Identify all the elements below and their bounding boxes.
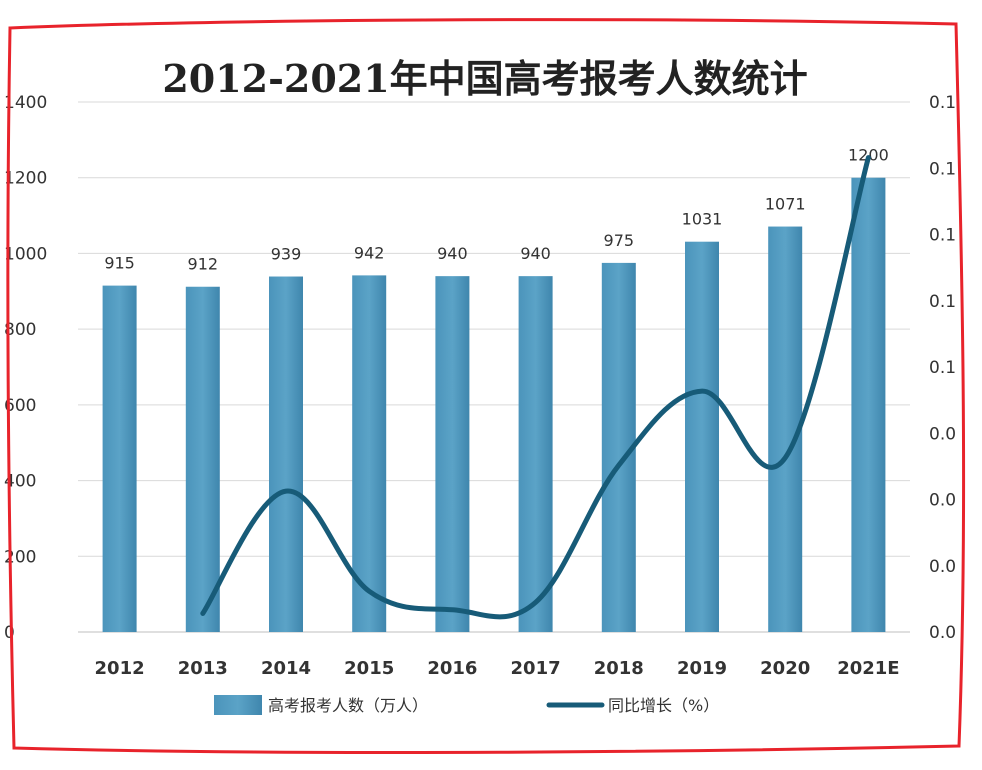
y-tick-label: 1400 xyxy=(4,93,47,113)
y-tick-label: 200 xyxy=(4,547,36,567)
line-series xyxy=(200,155,871,620)
bar-series xyxy=(102,177,886,633)
x-axis: 2012 2013 2014 2015 2016 2017 2018 2019 2020 2021… xyxy=(95,658,900,679)
y2-tick-label: 0.1 xyxy=(929,226,956,246)
y-tick-label: 800 xyxy=(4,320,36,340)
y2-tick-label: 0.0 xyxy=(929,623,956,643)
y2-tick-label: 0.1 xyxy=(929,93,956,113)
bar xyxy=(352,275,387,632)
y-tick-label: 600 xyxy=(4,396,36,416)
bar-data-label: 940 xyxy=(520,244,551,263)
y-tick-label: 1000 xyxy=(4,244,47,264)
y-tick-label: 400 xyxy=(4,472,36,492)
growth-line xyxy=(200,155,871,620)
bar xyxy=(851,177,886,632)
y2-tick-label: 0.0 xyxy=(929,491,956,511)
bar-data-label: 1071 xyxy=(765,195,806,214)
bar xyxy=(185,286,220,632)
chart-frame: 2012-2021年中国高考报考人数统计 915 912 939 942 940 940 9… xyxy=(4,8,966,758)
x-tick-label: 2018 xyxy=(594,658,644,679)
x-tick-label: 2020 xyxy=(760,658,810,679)
highlight-border xyxy=(6,18,966,754)
legend-swatch-bar xyxy=(214,695,262,715)
bar xyxy=(102,285,137,632)
x-tick-label: 2015 xyxy=(344,658,394,679)
chart-title: 2012-2021年中国高考报考人数统计 xyxy=(162,56,808,101)
bar xyxy=(685,241,719,632)
y2-tick-label: 0.0 xyxy=(929,557,956,577)
y-axis-left: 0 200 400 600 800 1000 1200 1400 xyxy=(4,93,47,643)
y-tick-label: 1200 xyxy=(4,169,47,189)
bar-data-label: 975 xyxy=(604,231,635,250)
bar-data-label: 939 xyxy=(271,245,302,264)
x-tick-label: 2016 xyxy=(427,658,477,679)
x-tick-label: 2019 xyxy=(677,658,727,679)
x-tick-label: 2012 xyxy=(95,658,145,679)
y-axis-right: 0.0 0.0 0.0 0.0 0.1 0.1 0.1 0.1 0.1 xyxy=(929,93,956,643)
y2-tick-label: 0.0 xyxy=(929,424,956,444)
legend: 高考报考人数（万人） 同比增长（%） xyxy=(214,695,719,715)
y2-tick-label: 0.1 xyxy=(929,159,956,179)
bar xyxy=(518,276,553,632)
x-tick-label: 2021E xyxy=(837,658,899,679)
bar-data-label: 912 xyxy=(188,255,219,274)
x-tick-label: 2014 xyxy=(261,658,311,679)
chart-canvas: 915 912 939 942 940 940 975 1031 1071 1200 0 200 40… xyxy=(4,18,966,754)
bar xyxy=(435,276,470,632)
y2-tick-label: 0.1 xyxy=(929,358,956,378)
bar xyxy=(269,276,303,632)
x-tick-label: 2013 xyxy=(178,658,228,679)
legend-label-line: 同比增长（%） xyxy=(608,696,719,715)
bar-data-label: 942 xyxy=(354,243,385,262)
y-tick-label: 0 xyxy=(4,623,15,643)
bar-data-label: 915 xyxy=(104,254,135,273)
bar-data-label: 940 xyxy=(437,244,468,263)
y2-tick-label: 0.1 xyxy=(929,292,956,312)
x-tick-label: 2017 xyxy=(511,658,561,679)
legend-label-bar: 高考报考人数（万人） xyxy=(268,696,428,715)
bar-data-label: 1031 xyxy=(682,210,723,229)
